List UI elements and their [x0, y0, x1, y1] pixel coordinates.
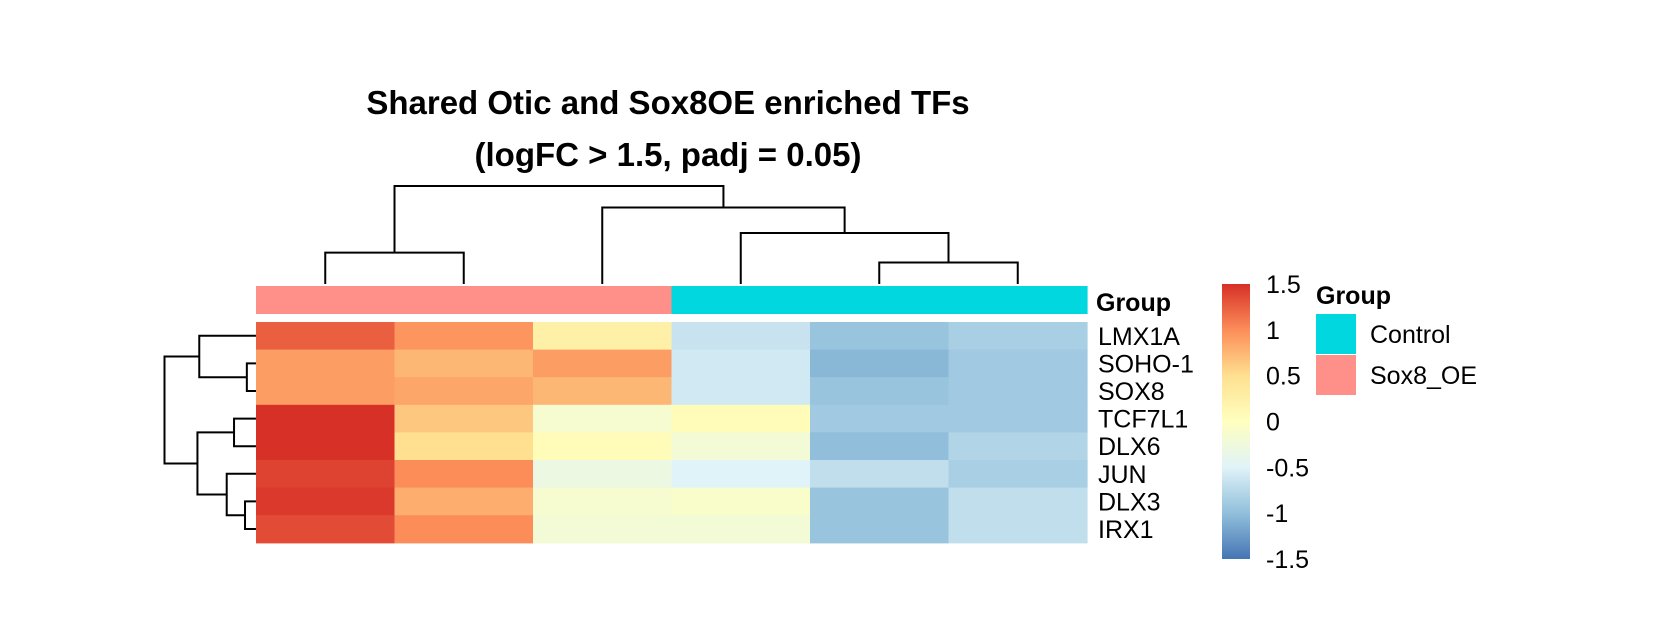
- heatmap-cell: [948, 487, 1088, 516]
- heatmap-cells: [256, 322, 1088, 544]
- row-dendrogram: [163, 334, 256, 530]
- row-label: DLX3: [1098, 488, 1161, 516]
- color-scale-bar: [1222, 284, 1250, 559]
- group-annotation-bar: [256, 286, 1088, 314]
- row-label: IRX1: [1098, 516, 1154, 544]
- heatmap-cell: [948, 432, 1088, 461]
- heatmap-cell: [256, 322, 396, 351]
- dendrogram-branch: [393, 185, 725, 253]
- heatmap-cell: [394, 460, 534, 489]
- dendrogram-branch: [196, 431, 235, 496]
- heatmap-cell: [810, 432, 950, 461]
- dendrogram-branch: [245, 362, 256, 392]
- heatmap-cell: [394, 349, 534, 378]
- dendrogram-branch: [233, 417, 256, 448]
- group-legend-label: Control: [1370, 321, 1451, 349]
- dendrogram-branch: [739, 232, 950, 284]
- group-legend-label: Sox8_OE: [1370, 362, 1477, 390]
- color-scale-ticks: 1.5 1 0.5 0 -0.5 -1 -1.5: [1266, 271, 1309, 574]
- dendrogram-branch: [244, 500, 256, 530]
- heatmap-cell: [671, 349, 811, 378]
- heatmap-cell: [671, 322, 811, 351]
- color-scale-tick-label: -0.5: [1266, 454, 1309, 482]
- heatmap-cell: [810, 460, 950, 489]
- heatmap-cell: [394, 487, 534, 516]
- heatmap-cell: [256, 377, 396, 406]
- heatmap-cell: [948, 377, 1088, 406]
- color-scale-tick-label: -1.5: [1266, 546, 1309, 574]
- heatmap-cell: [810, 322, 950, 351]
- heatmap-cell: [533, 432, 673, 461]
- heatmap-cell: [256, 515, 396, 544]
- heatmap-cell: [533, 515, 673, 544]
- heatmap-cell: [948, 349, 1088, 378]
- annotation-cell: [948, 286, 1088, 314]
- row-label: JUN: [1098, 461, 1147, 489]
- group-legend-swatch: [1316, 314, 1356, 354]
- heatmap-cell: [533, 404, 673, 433]
- heatmap-cell: [533, 349, 673, 378]
- chart-subtitle: (logFC > 1.5, padj = 0.05): [475, 136, 862, 173]
- dendrogram-branch: [225, 472, 256, 517]
- heatmap-cell: [256, 460, 396, 489]
- heatmap-cell: [394, 322, 534, 351]
- heatmap-cell: [671, 432, 811, 461]
- group-legend-title: Group: [1316, 282, 1391, 310]
- annotation-label: Group: [1096, 289, 1171, 317]
- dendrogram-branch: [601, 206, 846, 284]
- heatmap-cell: [394, 515, 534, 544]
- heatmap-cell: [394, 377, 534, 406]
- column-dendrogram: [324, 185, 1019, 284]
- dendrogram-branch: [324, 251, 465, 284]
- row-label: SOX8: [1098, 378, 1165, 406]
- heatmap-cell: [671, 377, 811, 406]
- dendrogram-branch: [163, 355, 200, 465]
- heatmap-cell: [394, 404, 534, 433]
- annotation-cell: [256, 286, 396, 314]
- heatmap-cell: [533, 377, 673, 406]
- heatmap-cell: [810, 377, 950, 406]
- annotation-cell: [671, 286, 811, 314]
- heatmap-cell: [671, 487, 811, 516]
- color-scale-tick-label: 1: [1266, 317, 1280, 345]
- color-scale-tick-label: 0: [1266, 409, 1280, 437]
- row-label: TCF7L1: [1098, 406, 1188, 434]
- heatmap-cell: [948, 515, 1088, 544]
- heatmap-cell: [256, 432, 396, 461]
- row-label: LMX1A: [1098, 323, 1180, 351]
- row-label: SOHO-1: [1098, 350, 1194, 378]
- chart-title: Shared Otic and Sox8OE enriched TFs: [366, 84, 969, 121]
- heatmap-cell: [948, 460, 1088, 489]
- heatmap-cell: [810, 487, 950, 516]
- heatmap-cell: [948, 404, 1088, 433]
- heatmap-cell: [671, 404, 811, 433]
- heatmap-cell: [256, 487, 396, 516]
- annotation-cell: [810, 286, 950, 314]
- color-scale-tick-label: 1.5: [1266, 271, 1301, 299]
- heatmap-cell: [533, 322, 673, 351]
- row-label: DLX6: [1098, 433, 1161, 461]
- color-scale-tick-label: -1: [1266, 500, 1288, 528]
- heatmap-cell: [256, 349, 396, 378]
- heatmap-cell: [671, 460, 811, 489]
- annotation-cell: [533, 286, 673, 314]
- dendrogram-branch: [878, 261, 1019, 284]
- color-scale-tick-label: 0.5: [1266, 363, 1301, 391]
- heatmap-cell: [533, 460, 673, 489]
- heatmap-cell: [394, 432, 534, 461]
- annotation-cell: [394, 286, 534, 314]
- heatmap-cell: [948, 322, 1088, 351]
- heatmap-cell: [671, 515, 811, 544]
- group-legend: Control Sox8_OE: [1316, 314, 1477, 395]
- heatmap-cell: [810, 404, 950, 433]
- heatmap-cell: [810, 349, 950, 378]
- heatmap-cell: [810, 515, 950, 544]
- heatmap-cell: [256, 404, 396, 433]
- heatmap-cell: [533, 487, 673, 516]
- group-legend-swatch: [1316, 355, 1356, 395]
